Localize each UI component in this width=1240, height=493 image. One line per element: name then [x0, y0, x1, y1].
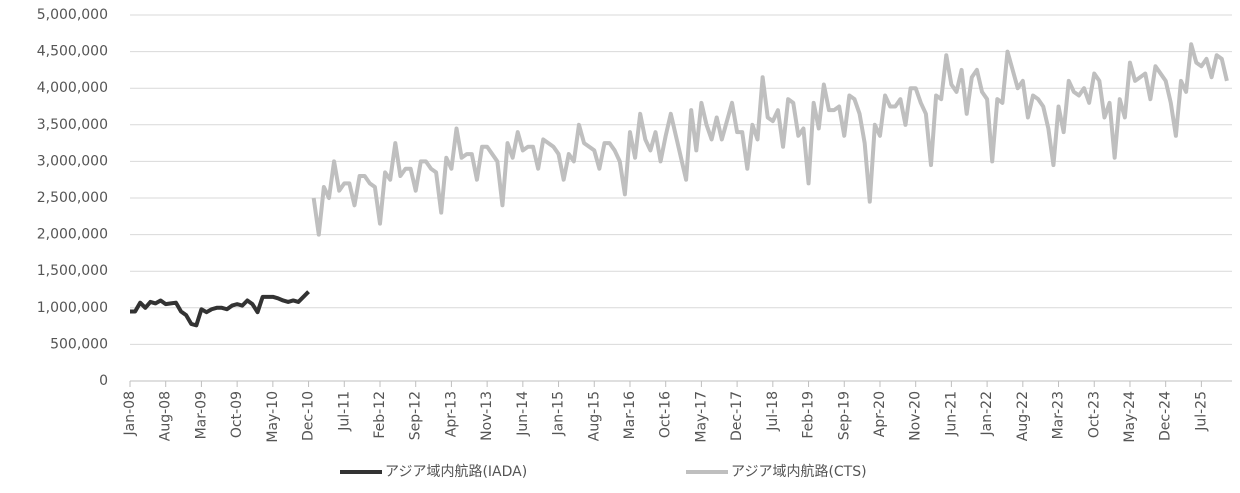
x-tick-label: Oct-16: [658, 391, 674, 438]
x-tick-label: Apr-13: [443, 391, 459, 437]
line-series: [130, 290, 310, 328]
x-tick-label: Jan-22: [979, 391, 995, 436]
x-tick-label: Feb-19: [801, 391, 817, 439]
x-tick-label: Mar-16: [622, 391, 638, 439]
x-tick-label: May-24: [1122, 391, 1138, 443]
x-tick-label: Jan-15: [551, 391, 567, 436]
y-tick-label: 3,500,000: [37, 117, 108, 133]
x-tick-label: Sep-12: [408, 391, 424, 440]
x-tick-label: Nov-20: [908, 391, 924, 441]
x-tick-label: Jun-21: [943, 391, 959, 437]
x-tick-label: Jul-18: [765, 391, 781, 432]
legend-label: アジア域内航路(IADA): [385, 464, 527, 480]
x-tick-label: Mar-09: [193, 391, 209, 439]
x-tick-label: Dec-17: [729, 391, 745, 441]
y-tick-label: 1,000,000: [37, 300, 108, 316]
x-tick-label: May-10: [265, 391, 281, 443]
x-tick-label: Dec-10: [301, 391, 317, 441]
y-tick-label: 2,000,000: [37, 227, 108, 243]
x-tick-label: Aug-22: [1015, 391, 1031, 441]
x-tick-label: Sep-19: [836, 391, 852, 440]
y-tick-label: 5,000,000: [37, 7, 108, 23]
y-tick-label: 1,500,000: [37, 263, 108, 279]
x-tick-label: Jan-08: [122, 391, 138, 436]
legend-label: アジア域内航路(CTS): [731, 464, 867, 480]
x-tick-label: Feb-12: [372, 391, 388, 439]
y-tick-label: 4,000,000: [37, 80, 108, 96]
x-tick-label: Oct-09: [229, 391, 245, 438]
y-tick-label: 3,000,000: [37, 153, 108, 169]
x-tick-label: May-17: [693, 391, 709, 443]
x-tick-label: Aug-08: [158, 391, 174, 441]
y-tick-label: 4,500,000: [37, 44, 108, 60]
x-tick-label: Oct-23: [1086, 391, 1102, 438]
x-tick-label: Aug-15: [586, 391, 602, 441]
x-tick-label: Jul-11: [336, 391, 352, 432]
y-tick-label: 500,000: [50, 336, 108, 352]
line-series: [311, 42, 1229, 237]
x-tick-label: Apr-20: [872, 391, 888, 437]
x-tick-label: Mar-23: [1051, 391, 1067, 439]
y-tick-label: 0: [99, 373, 108, 389]
y-tick-label: 2,500,000: [37, 190, 108, 206]
x-tick-label: Jul-25: [1193, 391, 1209, 432]
x-tick-label: Jun-14: [515, 391, 531, 437]
x-tick-label: Nov-13: [479, 391, 495, 441]
x-tick-label: Dec-24: [1158, 391, 1174, 441]
